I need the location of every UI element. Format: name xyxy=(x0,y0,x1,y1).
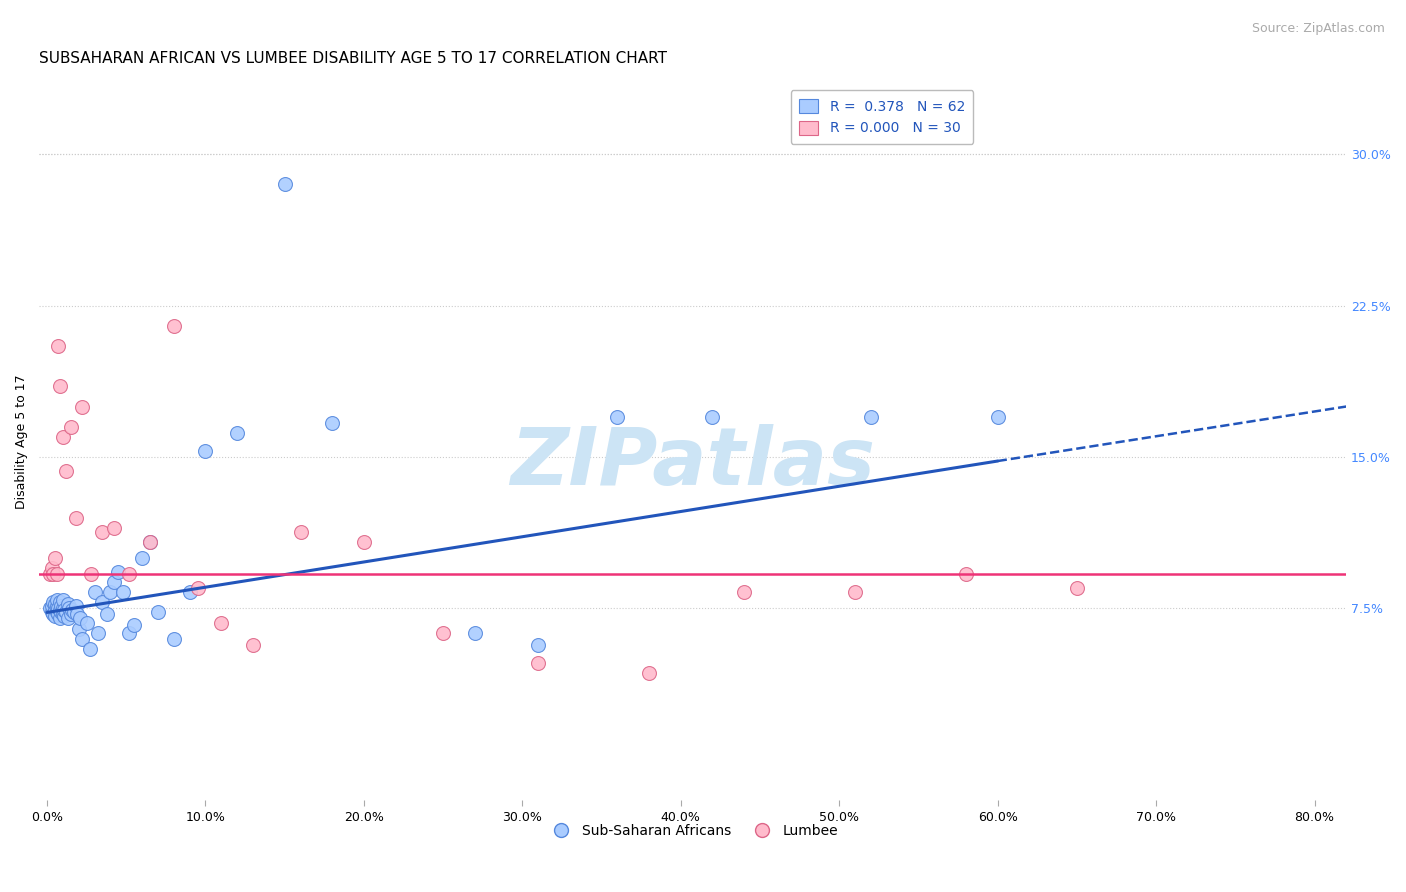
Point xyxy=(87,625,110,640)
Point xyxy=(66,607,89,622)
Legend: Sub-Saharan Africans, Lumbee: Sub-Saharan Africans, Lumbee xyxy=(541,818,844,844)
Point xyxy=(118,567,141,582)
Point xyxy=(48,379,70,393)
Point xyxy=(606,409,628,424)
Point xyxy=(42,567,65,582)
Point xyxy=(52,430,75,444)
Point xyxy=(139,534,162,549)
Point xyxy=(103,521,125,535)
Point xyxy=(163,632,186,646)
Point xyxy=(44,598,66,612)
Point xyxy=(638,665,661,680)
Y-axis label: Disability Age 5 to 17: Disability Age 5 to 17 xyxy=(15,375,28,509)
Point xyxy=(59,607,82,622)
Point xyxy=(63,606,86,620)
Point xyxy=(146,606,169,620)
Point xyxy=(527,656,550,670)
Point xyxy=(527,638,550,652)
Point xyxy=(53,603,76,617)
Point xyxy=(118,625,141,640)
Point xyxy=(194,444,217,458)
Point xyxy=(139,534,162,549)
Point xyxy=(107,565,129,579)
Point xyxy=(987,409,1010,424)
Point xyxy=(39,567,62,582)
Point xyxy=(48,595,70,609)
Point xyxy=(131,550,153,565)
Point xyxy=(65,599,87,614)
Point xyxy=(52,607,75,622)
Point xyxy=(321,416,343,430)
Point xyxy=(46,607,69,622)
Point xyxy=(733,585,755,599)
Point xyxy=(67,622,90,636)
Point xyxy=(46,339,69,353)
Point xyxy=(41,599,63,614)
Point xyxy=(76,615,98,630)
Point xyxy=(44,603,66,617)
Point xyxy=(103,575,125,590)
Point xyxy=(955,567,977,582)
Point xyxy=(844,585,866,599)
Point xyxy=(42,607,65,622)
Point xyxy=(70,632,93,646)
Point xyxy=(859,409,882,424)
Point xyxy=(48,611,70,625)
Point xyxy=(79,641,101,656)
Point xyxy=(122,617,145,632)
Point xyxy=(45,567,67,582)
Point xyxy=(69,611,91,625)
Point xyxy=(60,603,83,617)
Text: SUBSAHARAN AFRICAN VS LUMBEE DISABILITY AGE 5 TO 17 CORRELATION CHART: SUBSAHARAN AFRICAN VS LUMBEE DISABILITY … xyxy=(39,51,666,66)
Point xyxy=(432,625,454,640)
Point xyxy=(48,603,70,617)
Point xyxy=(163,318,186,333)
Point xyxy=(80,567,103,582)
Point xyxy=(242,638,264,652)
Point xyxy=(45,593,67,607)
Point xyxy=(46,601,69,615)
Point xyxy=(464,625,486,640)
Point xyxy=(41,606,63,620)
Point xyxy=(56,611,79,625)
Point xyxy=(44,609,66,624)
Point xyxy=(290,524,312,539)
Point xyxy=(58,601,80,615)
Point xyxy=(44,550,66,565)
Point xyxy=(51,606,73,620)
Point xyxy=(56,598,79,612)
Point xyxy=(52,593,75,607)
Point xyxy=(209,615,232,630)
Point xyxy=(39,601,62,615)
Point xyxy=(273,178,295,192)
Point xyxy=(53,609,76,624)
Point xyxy=(70,400,93,414)
Point xyxy=(91,595,114,609)
Point xyxy=(187,581,209,595)
Point xyxy=(96,607,118,622)
Point xyxy=(59,419,82,434)
Text: Source: ZipAtlas.com: Source: ZipAtlas.com xyxy=(1251,22,1385,36)
Point xyxy=(55,606,77,620)
Point xyxy=(702,409,724,424)
Point xyxy=(100,585,122,599)
Point xyxy=(112,585,135,599)
Point xyxy=(42,595,65,609)
Point xyxy=(65,510,87,524)
Point xyxy=(83,585,105,599)
Text: ZIPatlas: ZIPatlas xyxy=(510,425,875,502)
Point xyxy=(45,606,67,620)
Point xyxy=(353,534,375,549)
Point xyxy=(1066,581,1088,595)
Point xyxy=(91,524,114,539)
Point xyxy=(51,599,73,614)
Point xyxy=(226,425,249,440)
Point xyxy=(45,599,67,614)
Point xyxy=(52,601,75,615)
Point xyxy=(55,464,77,478)
Point xyxy=(179,585,201,599)
Point xyxy=(41,561,63,575)
